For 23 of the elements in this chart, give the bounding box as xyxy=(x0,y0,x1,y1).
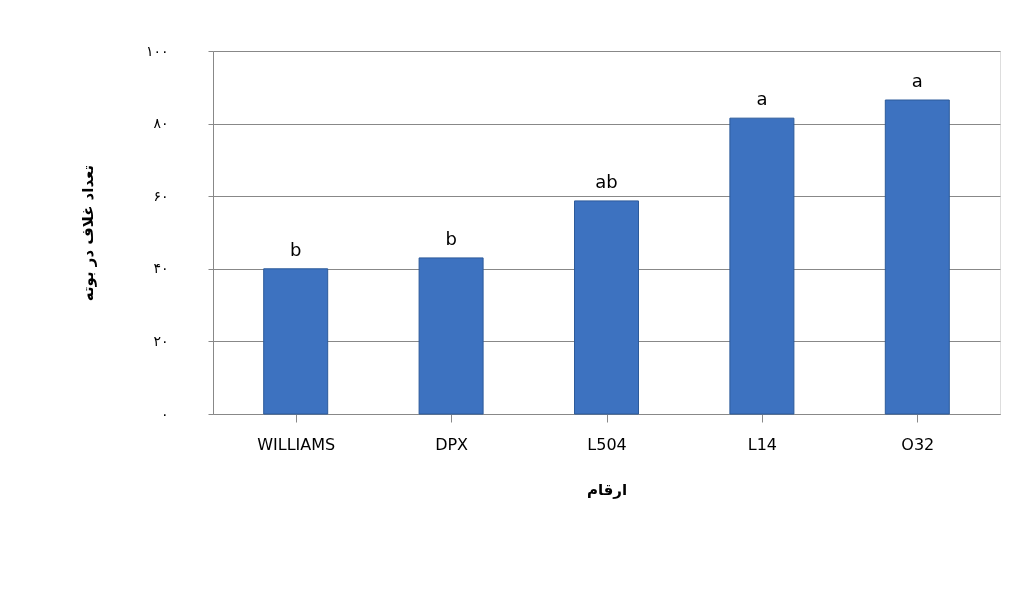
x-axis-title: ارقام xyxy=(586,480,628,499)
y-tick-label: ۲۰ xyxy=(153,332,169,349)
y-axis-title: تعداد غلاف در بوته xyxy=(78,164,97,302)
y-tick-label: ۴۰ xyxy=(153,260,169,277)
bar xyxy=(729,117,795,415)
annotation: a xyxy=(756,88,768,110)
y-tick-label: ۱۰۰ xyxy=(145,42,169,59)
annotation: b xyxy=(445,227,457,249)
x-tick-label: O32 xyxy=(901,434,935,454)
annotation: ab xyxy=(595,170,618,192)
bar xyxy=(884,99,950,415)
x-tick-label: DPX xyxy=(435,434,469,454)
bar xyxy=(418,257,484,415)
x-tick-label: L14 xyxy=(747,434,778,454)
bar xyxy=(574,200,639,415)
annotation: a xyxy=(911,70,923,92)
annotation: b xyxy=(289,238,302,260)
x-tick-label: WILLIAMS xyxy=(257,434,336,454)
y-tick-label: ۸۰ xyxy=(153,115,169,132)
bar xyxy=(263,268,329,415)
y-tick-label: ۰ xyxy=(160,405,169,422)
x-tick-label: L504 xyxy=(587,434,627,454)
y-tick-label: ۶۰ xyxy=(153,187,169,204)
